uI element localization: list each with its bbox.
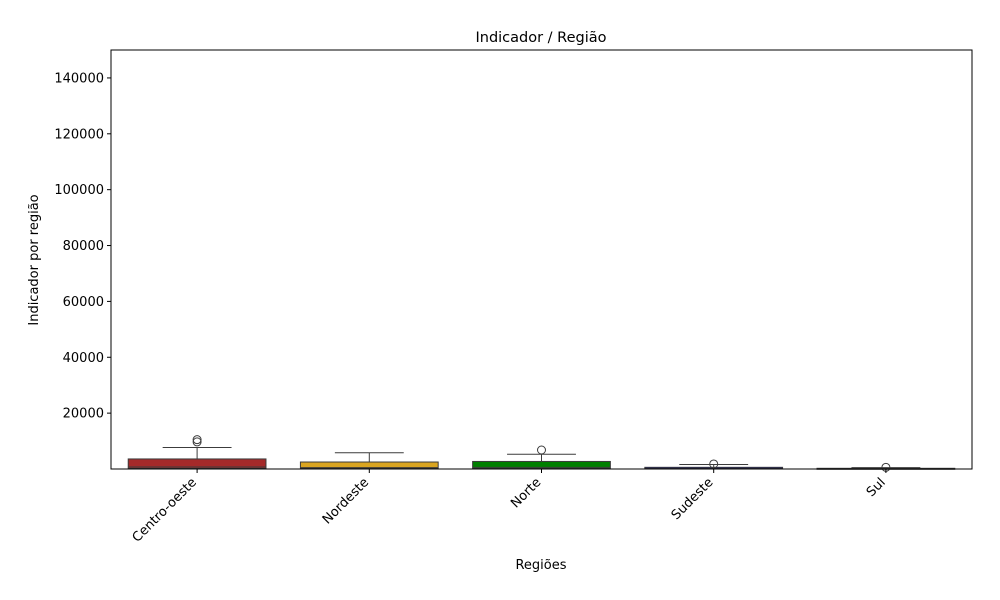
- chart-title: Indicador / Região: [475, 30, 606, 46]
- y-tick-label: 80000: [63, 239, 104, 254]
- y-tick-label: 20000: [63, 407, 104, 422]
- y-axis-label: Indicador por região: [27, 194, 42, 325]
- y-tick-label: 140000: [54, 71, 104, 86]
- axes: 20000 40000 60000 80000 100000 120000 140000 Ce…: [54, 49, 973, 546]
- box-body: [127, 458, 267, 469]
- x-tick-label: Norte: [508, 475, 544, 511]
- x-tick-label: Sudeste: [669, 475, 717, 523]
- box-nordeste: [299, 452, 439, 470]
- box-body: [299, 461, 439, 469]
- outlier-point: [537, 445, 546, 455]
- box-norte: [472, 445, 611, 470]
- x-tick-label: Nordeste: [320, 475, 372, 527]
- outlier-point: [709, 459, 719, 469]
- x-tick-label: Sul: [864, 475, 889, 500]
- box-centro-oeste: [127, 435, 267, 470]
- x-axis-label: Regiões: [515, 558, 566, 573]
- outlier-point: [192, 435, 202, 445]
- y-tick-label: 60000: [63, 295, 104, 310]
- y-tick-label: 100000: [54, 183, 104, 198]
- outlier-point: [192, 437, 202, 447]
- y-tick-label: 40000: [63, 351, 104, 366]
- box-body: [472, 460, 611, 469]
- plot-frame: [110, 49, 973, 470]
- plot-area: [127, 435, 956, 472]
- y-tick-label: 120000: [54, 127, 104, 142]
- x-tick-label: Centro-oeste: [130, 475, 200, 545]
- box-sudeste: [644, 459, 784, 470]
